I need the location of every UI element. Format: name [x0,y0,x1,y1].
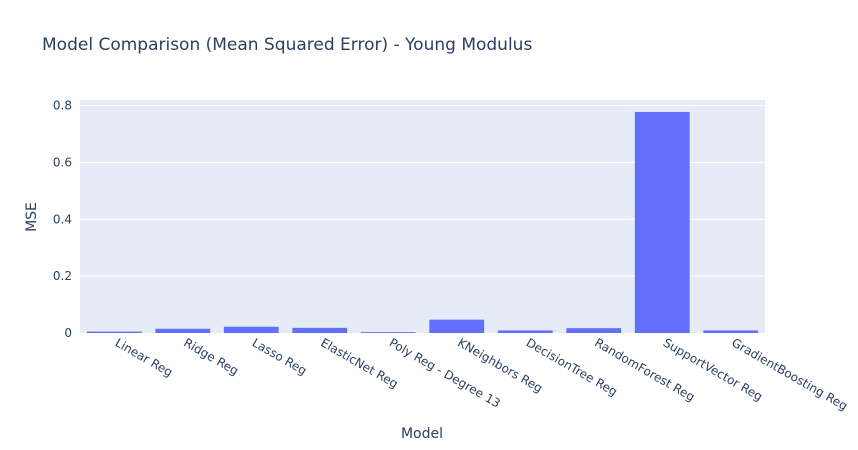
chart-title: Model Comparison (Mean Squared Error) - … [42,35,532,55]
y-tick-label-4: 0.8 [53,99,72,113]
y-tick-label-1: 0.2 [53,269,72,283]
bar-4[interactable] [360,332,416,333]
y-tick-label-2: 0.4 [53,212,72,226]
y-axis-ticks: 0 0.2 0.4 0.6 0.8 [53,99,72,340]
bar-8[interactable] [634,111,690,333]
x-axis-title: Model [401,426,443,442]
bar-3[interactable] [292,327,348,333]
bar-1[interactable] [155,328,211,333]
y-tick-label-0: 0 [64,326,72,340]
bar-2[interactable] [223,326,279,333]
bar-5[interactable] [429,319,485,333]
bar-7[interactable] [566,328,622,333]
bar-0[interactable] [86,331,142,333]
y-tick-label-3: 0.6 [53,156,72,170]
x-tick-label-1: Ridge Reg [181,335,241,378]
x-tick-label-0: Linear Reg [113,335,175,379]
bars [86,111,759,333]
x-tick-label-4: Poly Reg - Degree 13 [387,335,503,410]
x-tick-label-2: Lasso Reg [250,335,309,377]
x-tick-label-9: GradientBoosting Reg [729,335,850,413]
x-axis-ticks: Linear Reg Ridge Reg Lasso Reg ElasticNet R… [113,335,850,413]
bar-9[interactable] [703,330,759,333]
bar-6[interactable] [497,330,553,333]
y-axis-title: MSE [24,202,40,232]
